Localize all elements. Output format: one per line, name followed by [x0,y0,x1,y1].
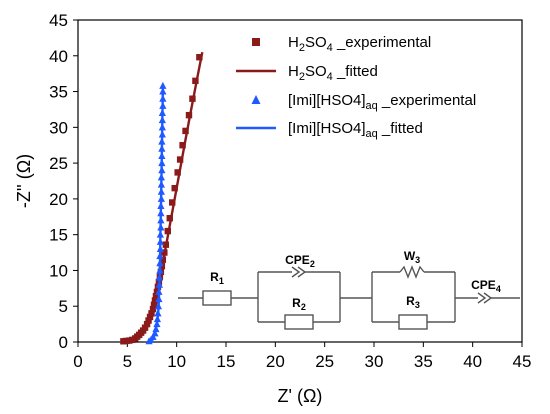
y-tick-label: 40 [49,47,68,66]
data-point [174,169,181,176]
label-cpe4: CPE4 [471,278,501,294]
data-point [192,77,199,85]
resistor-r3 [398,314,428,330]
y-tick-label: 0 [59,333,68,352]
warburg-w3 [399,265,425,279]
legend-entry: H2SO4 _fitted [236,63,378,83]
x-axis-ticks: 0 5 10 15 20 25 30 35 40 45 [73,342,531,371]
x-tick-label: 25 [315,352,334,371]
legend-label: H2SO4 _fitted [288,63,378,83]
series-3 [147,87,165,343]
x-axis-title: Z' (Ω) [278,386,323,406]
series-layer [120,51,204,345]
label-w3: W3 [404,249,420,265]
plot-area [77,19,523,343]
data-point [179,142,186,149]
data-point [166,215,173,222]
y-tick-label: 15 [49,226,68,245]
y-axis-title: -Z'' (Ω) [14,154,34,208]
data-point [196,54,203,61]
legend-label: [Imi][HSO4]aq _fitted [288,120,423,140]
cpe-cpe2 [291,266,307,278]
y-tick-label: 25 [49,154,68,173]
legend-entry: [Imi][HSO4]aq _fitted [236,120,423,140]
y-tick-label: 35 [49,83,68,102]
data-point [169,199,176,206]
equivalent-circuit-diagram: R1 CPE2 R2 W3 R3 CPE4 [178,249,520,330]
label-r3: R3 [406,294,420,310]
legend-entry: [Imi][HSO4]aq _experimental [251,92,476,112]
data-point [159,81,167,89]
legend-label: [Imi][HSO4]aq _experimental [288,92,476,112]
x-tick-label: 30 [365,352,384,371]
x-tick-label: 40 [463,352,482,371]
label-cpe2: CPE2 [285,253,315,269]
resistor-r2 [284,314,314,330]
data-point [176,156,184,163]
data-point [171,184,178,192]
y-tick-label: 45 [49,11,68,30]
data-point [182,127,189,135]
x-tick-label: 15 [217,352,236,371]
legend-label: H2SO4 _experimental [288,34,431,54]
x-tick-label: 0 [73,352,82,371]
y-tick-label: 20 [49,190,68,209]
y-tick-label: 30 [49,118,68,137]
label-r1: R1 [210,270,224,286]
x-tick-label: 10 [167,352,186,371]
x-tick-label: 45 [513,352,532,371]
label-r2: R2 [292,296,306,312]
legend: H2SO4 _experimental H2SO4 _fitted [Imi][HS… [236,34,476,140]
y-tick-label: 5 [59,297,68,316]
resistor-r1 [202,290,232,306]
series-line [147,87,165,343]
cpe-cpe4 [477,292,493,304]
plot-frame [77,19,523,343]
y-axis-ticks: 0 5 10 15 20 25 30 35 40 45 [49,11,78,352]
x-tick-label: 5 [123,352,132,371]
legend-swatch [252,38,260,46]
legend-swatch [251,95,261,104]
x-tick-label: 35 [414,352,433,371]
legend-entry: H2SO4 _experimental [252,34,431,54]
x-tick-label: 20 [266,352,285,371]
y-tick-label: 10 [49,261,68,280]
